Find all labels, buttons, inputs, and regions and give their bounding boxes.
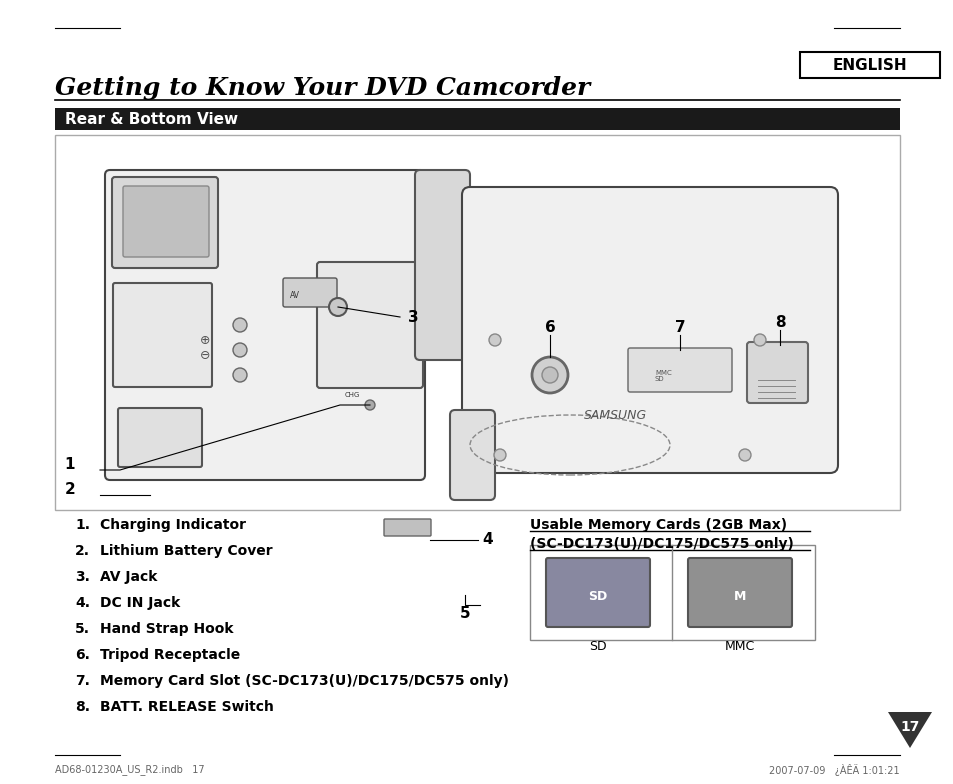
Circle shape (489, 334, 500, 346)
Text: 6.: 6. (75, 648, 90, 662)
Text: 7.: 7. (75, 674, 90, 688)
FancyBboxPatch shape (800, 52, 939, 78)
Text: 3: 3 (408, 310, 418, 325)
Bar (55, 108, 899, 130)
Circle shape (532, 357, 567, 393)
Text: AV Jack: AV Jack (100, 570, 157, 584)
FancyBboxPatch shape (461, 187, 837, 473)
Text: Tripod Receptacle: Tripod Receptacle (100, 648, 240, 662)
FancyBboxPatch shape (384, 519, 431, 536)
Text: ENGLISH: ENGLISH (832, 57, 906, 72)
Circle shape (739, 449, 750, 461)
Circle shape (541, 367, 558, 383)
Text: SD: SD (589, 641, 606, 654)
FancyBboxPatch shape (687, 558, 791, 627)
Text: SD: SD (588, 590, 607, 604)
FancyBboxPatch shape (105, 170, 424, 480)
Text: 1: 1 (65, 456, 75, 471)
FancyBboxPatch shape (415, 170, 470, 360)
FancyBboxPatch shape (627, 348, 731, 392)
Text: 6: 6 (544, 320, 555, 335)
FancyBboxPatch shape (123, 186, 209, 257)
Text: MMC: MMC (655, 370, 671, 376)
FancyBboxPatch shape (112, 283, 212, 387)
Text: 2: 2 (64, 481, 75, 496)
Text: 5: 5 (459, 605, 470, 620)
Circle shape (753, 334, 765, 346)
Text: CHG: CHG (345, 392, 360, 398)
Text: DC IN Jack: DC IN Jack (100, 596, 180, 610)
Text: Rear & Bottom View: Rear & Bottom View (65, 111, 238, 126)
Text: Lithium Battery Cover: Lithium Battery Cover (100, 544, 273, 558)
Text: AV: AV (290, 291, 299, 299)
Text: 2.: 2. (75, 544, 90, 558)
FancyBboxPatch shape (450, 410, 495, 500)
Circle shape (233, 368, 247, 382)
Text: MMC: MMC (724, 641, 755, 654)
Polygon shape (887, 712, 931, 748)
Text: SAMSUNG: SAMSUNG (583, 408, 646, 422)
Text: 1.: 1. (75, 518, 90, 532)
Text: Memory Card Slot (SC-DC173(U)/DC175/DC575 only): Memory Card Slot (SC-DC173(U)/DC175/DC57… (100, 674, 509, 688)
Text: AD68-01230A_US_R2.indb   17: AD68-01230A_US_R2.indb 17 (55, 764, 204, 775)
Text: ⊕: ⊕ (199, 333, 210, 347)
Text: 7: 7 (674, 320, 684, 335)
Text: Hand Strap Hook: Hand Strap Hook (100, 622, 233, 636)
Circle shape (494, 449, 505, 461)
FancyBboxPatch shape (283, 278, 336, 307)
Text: ⊖: ⊖ (199, 349, 210, 361)
FancyBboxPatch shape (316, 262, 422, 388)
FancyBboxPatch shape (746, 342, 807, 403)
Text: 2007-07-09   ¿ÀÊÄ 1:01:21: 2007-07-09 ¿ÀÊÄ 1:01:21 (768, 764, 899, 776)
Circle shape (233, 318, 247, 332)
Text: 3.: 3. (75, 570, 90, 584)
Text: 17: 17 (900, 720, 919, 734)
Text: Charging Indicator: Charging Indicator (100, 518, 246, 532)
Bar (55, 135, 899, 510)
Circle shape (233, 343, 247, 357)
Text: SD: SD (655, 376, 664, 382)
Text: (SC-DC173(U)/DC175/DC575 only): (SC-DC173(U)/DC175/DC575 only) (530, 537, 793, 551)
Text: 4.: 4. (75, 596, 90, 610)
FancyBboxPatch shape (112, 177, 218, 268)
Circle shape (365, 400, 375, 410)
Circle shape (329, 298, 347, 316)
Text: M: M (733, 590, 745, 604)
Bar (530, 545, 814, 640)
FancyBboxPatch shape (118, 408, 202, 467)
Text: 8: 8 (774, 314, 784, 329)
Text: BATT. RELEASE Switch: BATT. RELEASE Switch (100, 700, 274, 714)
Text: Getting to Know Your DVD Camcorder: Getting to Know Your DVD Camcorder (55, 76, 590, 100)
Text: Usable Memory Cards (2GB Max): Usable Memory Cards (2GB Max) (530, 518, 786, 532)
Text: 8.: 8. (75, 700, 90, 714)
Text: 4: 4 (481, 532, 492, 547)
Text: 5.: 5. (75, 622, 90, 636)
FancyBboxPatch shape (545, 558, 649, 627)
